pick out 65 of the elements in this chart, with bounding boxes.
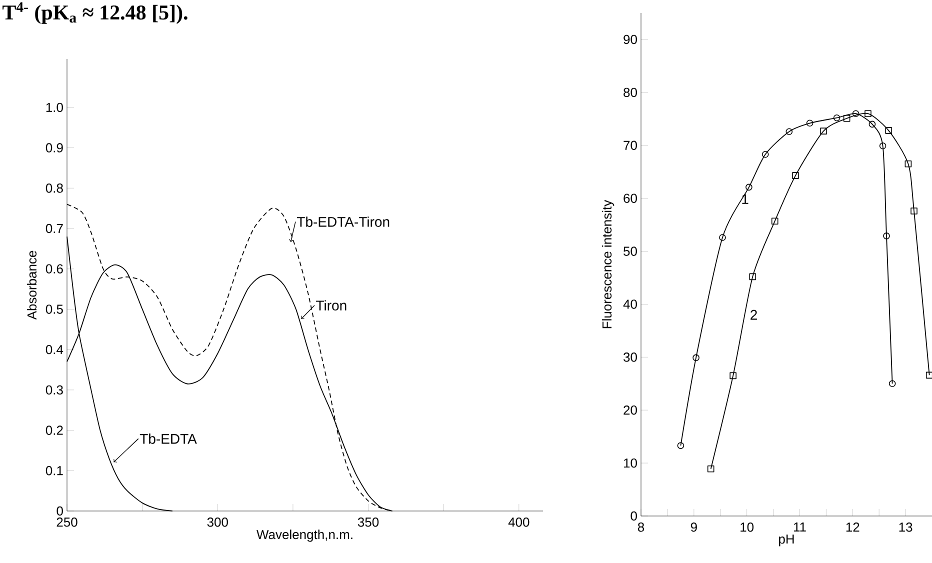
x-tick-label: 11 bbox=[794, 522, 806, 532]
x-tick-label: 10 bbox=[740, 522, 754, 532]
y-tick-label: 0.1 bbox=[46, 466, 63, 476]
point bbox=[677, 442, 684, 449]
point bbox=[749, 273, 756, 280]
text: T$^{4-}$ (pK$_{a}$ ≈ 12.48 [5]). bbox=[2, 2, 188, 24]
y-tick-label: 0.2 bbox=[46, 426, 63, 435]
point bbox=[888, 380, 896, 388]
x-tick-label: 400 bbox=[508, 518, 530, 527]
y-tick-label: 0.6 bbox=[46, 264, 63, 274]
y-tick-label: 70 bbox=[624, 140, 637, 150]
text: Tb-EDTA bbox=[140, 434, 197, 444]
series-label: Tb-EDTA-Tiron bbox=[296, 216, 390, 227]
point bbox=[833, 114, 840, 122]
point bbox=[843, 114, 850, 122]
y-tick-label: 0.9 bbox=[46, 143, 63, 152]
y-axis-title: Absorbance bbox=[26, 250, 37, 320]
series-label: 2 bbox=[750, 310, 757, 320]
y-tick-label: 80 bbox=[624, 88, 637, 98]
point bbox=[879, 142, 886, 150]
y-tick-label: 0.8 bbox=[46, 184, 63, 193]
y-tick-label: 1.0 bbox=[46, 102, 63, 112]
series-label: 1 bbox=[742, 194, 748, 204]
y-tick-label: 0 bbox=[630, 511, 637, 521]
y-axis-title: Fluorescence intensity bbox=[602, 200, 614, 328]
x-tick-label: 13 bbox=[899, 522, 912, 532]
point bbox=[771, 218, 778, 224]
point bbox=[910, 208, 918, 214]
point bbox=[904, 160, 912, 168]
x-tick-label: 8 bbox=[638, 522, 644, 532]
point bbox=[868, 120, 876, 128]
point bbox=[792, 172, 799, 179]
point bbox=[719, 234, 726, 241]
point bbox=[883, 232, 890, 240]
x-axis-title: pH bbox=[779, 534, 794, 546]
point bbox=[692, 354, 700, 362]
y-tick-label: 20 bbox=[624, 406, 637, 415]
point bbox=[786, 128, 793, 136]
y-tick-label: 10 bbox=[624, 458, 637, 468]
point bbox=[864, 110, 872, 118]
point bbox=[852, 110, 860, 118]
y-tick-label: 30 bbox=[624, 352, 637, 362]
y-tick-label: 50 bbox=[624, 246, 637, 256]
y-tick-label: 0.3 bbox=[46, 385, 63, 395]
point bbox=[806, 120, 814, 127]
y-tick-label: 0 bbox=[56, 506, 63, 516]
point bbox=[762, 150, 769, 158]
point bbox=[885, 127, 892, 134]
y-tick-label: 0.4 bbox=[46, 344, 64, 354]
y-tick-label: 40 bbox=[623, 300, 637, 309]
point bbox=[707, 465, 714, 472]
legend-label: Tiron bbox=[316, 300, 346, 310]
y-tick-label: 0.7 bbox=[46, 224, 63, 234]
y-tick-label: 90 bbox=[624, 34, 637, 44]
y-tick-label: 0.5 bbox=[46, 304, 63, 314]
x-tick-label: 300 bbox=[207, 518, 228, 527]
y-tick-label: 60 bbox=[624, 194, 637, 203]
point bbox=[730, 372, 736, 380]
x-tick-label: 12 bbox=[846, 522, 860, 532]
x-axis-title: Wavelength,n.m. bbox=[256, 530, 352, 542]
x-tick-label: 9 bbox=[690, 522, 697, 532]
x-tick-label: 250 bbox=[56, 518, 78, 527]
x-tick-label: 350 bbox=[358, 518, 379, 527]
point bbox=[820, 128, 827, 134]
point bbox=[746, 184, 752, 191]
